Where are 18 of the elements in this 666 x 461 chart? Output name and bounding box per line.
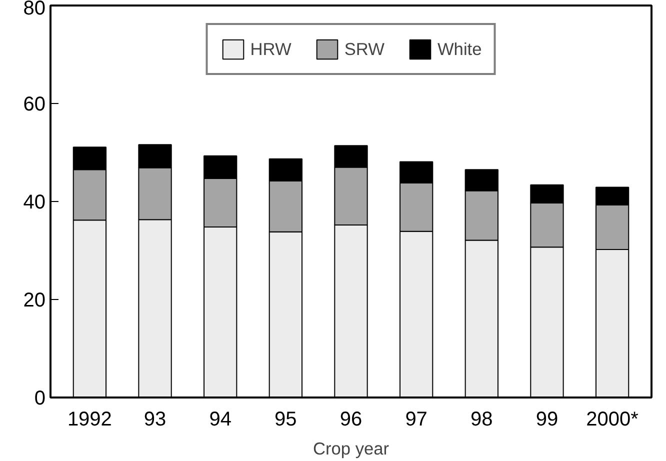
- x-tick-label: 98: [470, 408, 493, 430]
- legend-label: SRW: [344, 38, 384, 60]
- y-tick-label: 80: [23, 0, 46, 20]
- x-tick-label: 1992: [67, 408, 112, 430]
- legend-label: HRW: [250, 38, 292, 60]
- y-tick-label: 0: [34, 388, 46, 410]
- y-tick-label: 20: [23, 290, 46, 312]
- x-tick-label: 2000*: [586, 408, 639, 430]
- legend-label: White: [437, 38, 482, 60]
- x-tick-label: 94: [209, 408, 232, 430]
- x-tick-label: 95: [274, 408, 297, 430]
- y-tick-label: 60: [23, 94, 46, 116]
- x-tick-label: 99: [536, 408, 558, 430]
- x-tick-label: 96: [340, 408, 362, 430]
- x-tick-label: 97: [405, 408, 428, 430]
- x-tick-label: 93: [144, 408, 166, 430]
- x-axis-title: Crop year: [312, 438, 390, 458]
- y-tick-label: 40: [23, 192, 46, 214]
